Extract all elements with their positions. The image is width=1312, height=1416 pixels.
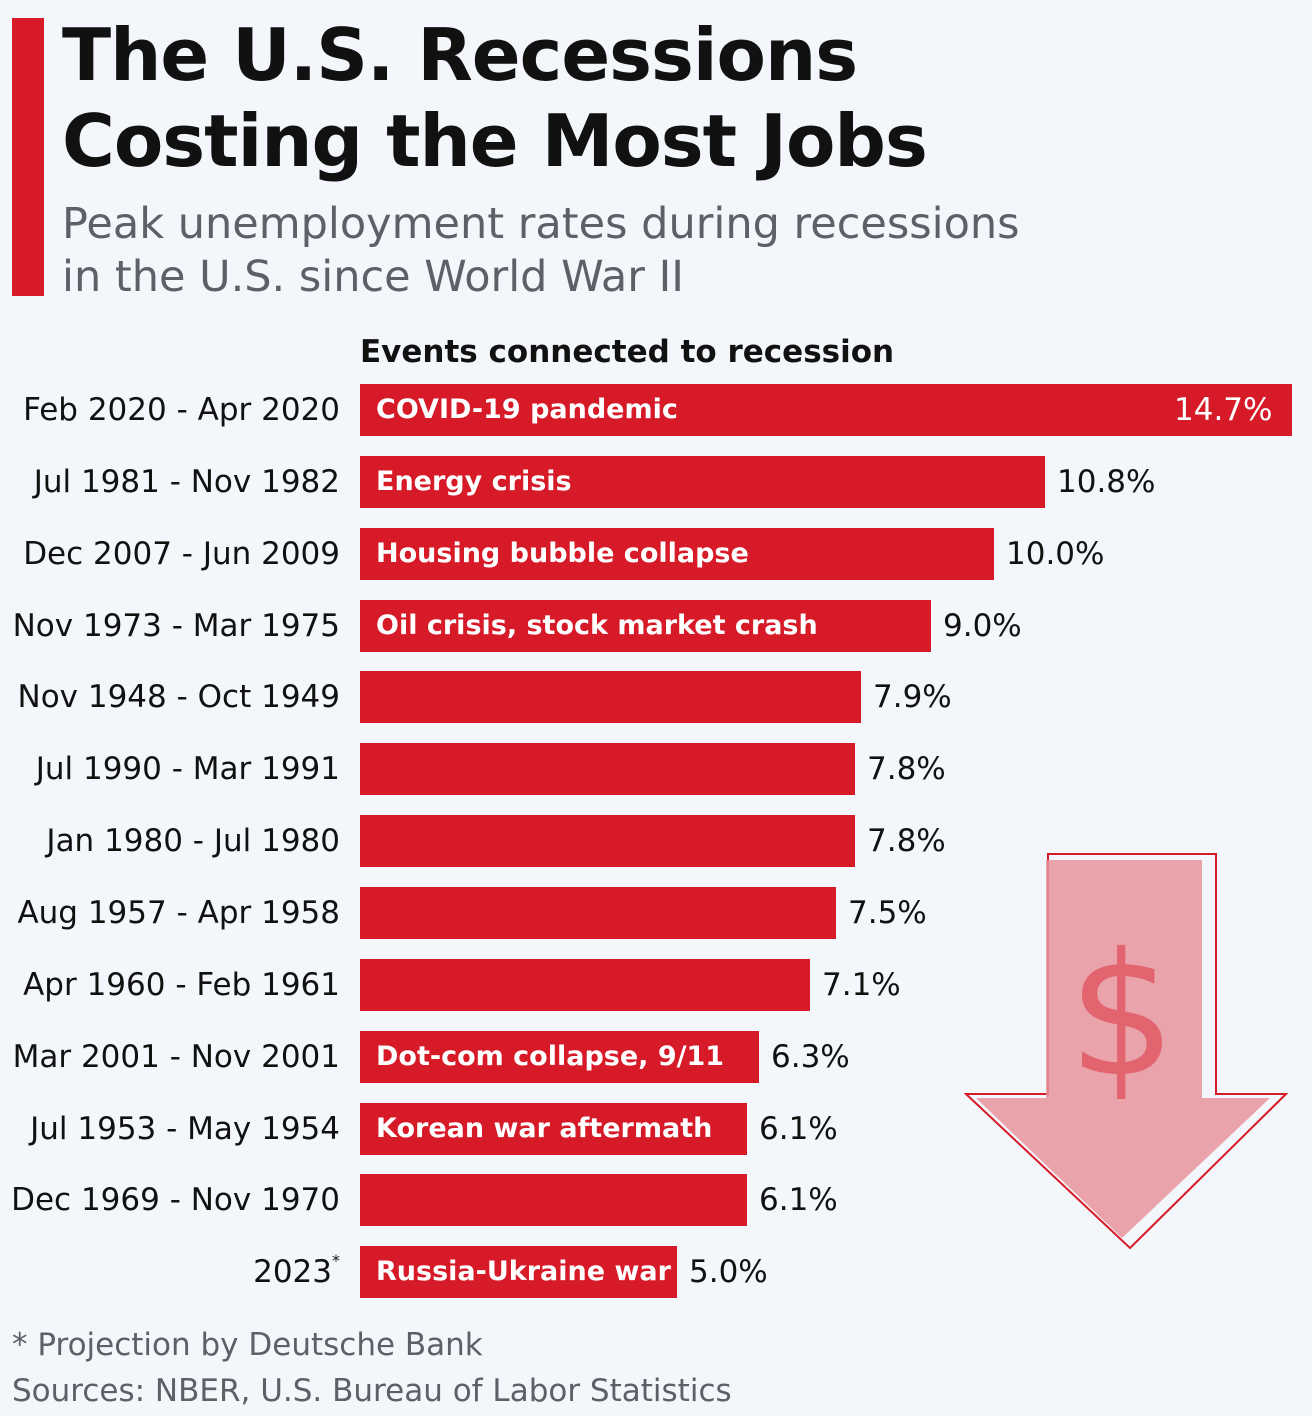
bar-value-label: 7.9% (873, 679, 952, 715)
category-label-text: Aug 1957 - Apr 1958 (17, 895, 340, 931)
category-label: Apr 1960 - Feb 1961 (0, 959, 340, 1011)
category-label: 2023* (0, 1246, 340, 1298)
chart-title: The U.S. Recessions Costing the Most Job… (62, 13, 928, 183)
bar-value-label: 6.3% (771, 1039, 850, 1075)
category-label-text: Feb 2020 - Apr 2020 (23, 392, 340, 428)
bar-value-label: 10.8% (1057, 464, 1156, 500)
category-label-text: Nov 1973 - Mar 1975 (12, 608, 340, 644)
bar-value-label: 9.0% (943, 608, 1022, 644)
category-label-text: Apr 1960 - Feb 1961 (23, 967, 340, 1003)
bar (360, 528, 994, 580)
category-label-text: Jul 1953 - May 1954 (30, 1111, 340, 1147)
bar-value-label: 6.1% (759, 1111, 838, 1147)
bar (360, 384, 1292, 436)
category-label: Dec 2007 - Jun 2009 (0, 528, 340, 580)
category-label: Aug 1957 - Apr 1958 (0, 887, 340, 939)
category-label-text: Jan 1980 - Jul 1980 (46, 823, 340, 859)
dollar-down-arrow-icon: $ (963, 853, 1289, 1250)
bar (360, 671, 861, 723)
bar-event-label: COVID-19 pandemic (376, 394, 678, 425)
svg-text:$: $ (1068, 917, 1176, 1115)
category-label-text: Jul 1990 - Mar 1991 (35, 751, 340, 787)
bar-value-label: 7.1% (822, 967, 901, 1003)
bar-event-label: Russia-Ukraine war (376, 1256, 671, 1287)
bar (360, 887, 836, 939)
category-label: Jan 1980 - Jul 1980 (0, 815, 340, 867)
category-label-text: Nov 1948 - Oct 1949 (17, 679, 341, 715)
bar (360, 1246, 677, 1298)
bar (360, 815, 855, 867)
bar-event-label: Oil crisis, stock market crash (376, 610, 818, 641)
bar-value-label: 10.0% (1006, 536, 1105, 572)
projection-mark: * (332, 1251, 340, 1270)
bar-event-label: Housing bubble collapse (376, 538, 749, 569)
bar-value-label: 14.7% (1174, 392, 1273, 428)
bar-value-label: 7.8% (867, 751, 946, 787)
category-label-text: 2023 (253, 1254, 332, 1290)
bar (360, 743, 855, 795)
category-label: Nov 1973 - Mar 1975 (0, 600, 340, 652)
category-label: Jul 1981 - Nov 1982 (0, 456, 340, 508)
sources-note: Sources: NBER, U.S. Bureau of Labor Stat… (12, 1373, 732, 1409)
category-label: Feb 2020 - Apr 2020 (0, 384, 340, 436)
bar (360, 600, 931, 652)
footnote: * Projection by Deutsche Bank Sources: N… (12, 1322, 732, 1414)
bar-value-label: 7.5% (848, 895, 927, 931)
bar-event-label: Dot-com collapse, 9/11 (376, 1041, 725, 1072)
category-label: Dec 1969 - Nov 1970 (0, 1174, 340, 1226)
category-label-text: Mar 2001 - Nov 2001 (12, 1039, 340, 1075)
bar-value-label: 7.8% (867, 823, 946, 859)
category-label-text: Dec 1969 - Nov 1970 (11, 1182, 340, 1218)
title-accent-bar (12, 18, 44, 296)
bar (360, 1103, 747, 1155)
category-label: Mar 2001 - Nov 2001 (0, 1031, 340, 1083)
bar-value-label: 6.1% (759, 1182, 838, 1218)
bar-event-label: Korean war aftermath (376, 1113, 713, 1144)
bar-value-label: 5.0% (689, 1254, 768, 1290)
category-label-text: Jul 1981 - Nov 1982 (33, 464, 340, 500)
category-label-text: Dec 2007 - Jun 2009 (23, 536, 340, 572)
bar-event-label: Energy crisis (376, 466, 572, 497)
category-label: Jul 1990 - Mar 1991 (0, 743, 340, 795)
bar (360, 1031, 759, 1083)
events-column-header: Events connected to recession (360, 334, 895, 370)
bar (360, 959, 810, 1011)
chart-subtitle: Peak unemployment rates during recession… (62, 199, 1020, 302)
category-label: Nov 1948 - Oct 1949 (0, 671, 341, 723)
bar (360, 1174, 747, 1226)
category-label: Jul 1953 - May 1954 (0, 1103, 340, 1155)
projection-note: * Projection by Deutsche Bank (12, 1327, 483, 1363)
bar (360, 456, 1045, 508)
